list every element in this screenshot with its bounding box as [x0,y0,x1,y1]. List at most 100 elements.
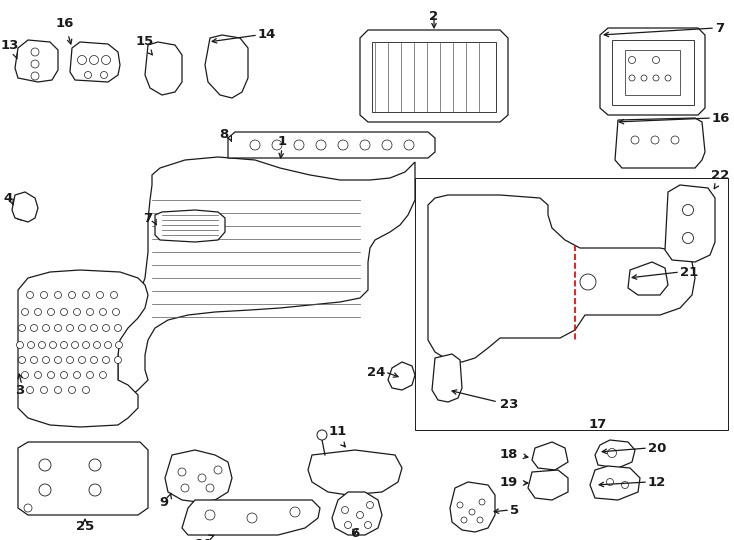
Polygon shape [428,195,695,362]
Circle shape [580,274,596,290]
Circle shape [671,136,679,144]
Circle shape [84,71,92,78]
Circle shape [382,140,392,150]
Circle shape [43,356,49,363]
Circle shape [18,356,26,363]
Text: 5: 5 [510,503,519,516]
Text: 15: 15 [136,35,154,48]
Circle shape [247,513,257,523]
Text: 9: 9 [159,496,168,509]
Circle shape [341,507,349,514]
Polygon shape [450,482,495,532]
Circle shape [31,48,39,56]
Polygon shape [118,157,415,415]
Circle shape [290,507,300,517]
Polygon shape [600,28,705,115]
Text: 20: 20 [648,442,666,455]
Circle shape [31,356,37,363]
Circle shape [54,356,62,363]
Circle shape [90,325,98,332]
Text: 13: 13 [1,39,19,52]
Polygon shape [145,42,182,95]
Circle shape [357,511,363,518]
Polygon shape [15,40,58,82]
Circle shape [360,140,370,150]
Text: 3: 3 [15,383,24,396]
Circle shape [82,387,90,394]
Circle shape [18,325,26,332]
Circle shape [115,356,122,363]
Circle shape [89,459,101,471]
Bar [415,178,728,430]
Circle shape [628,57,636,64]
Circle shape [100,308,106,315]
Circle shape [461,517,467,523]
Polygon shape [205,35,248,98]
Polygon shape [532,442,568,470]
Circle shape [54,387,62,394]
Circle shape [111,292,117,299]
Text: 24: 24 [366,366,385,379]
Text: 4: 4 [4,192,12,205]
Text: 21: 21 [680,266,698,279]
Polygon shape [18,270,148,427]
Circle shape [73,308,81,315]
Polygon shape [595,440,635,468]
Text: 7: 7 [143,212,152,225]
Circle shape [294,140,304,150]
Circle shape [40,292,48,299]
Circle shape [67,356,73,363]
Circle shape [60,308,68,315]
Circle shape [101,56,111,64]
Circle shape [68,387,76,394]
Circle shape [71,341,79,348]
Circle shape [316,140,326,150]
Text: 14: 14 [258,29,277,42]
Polygon shape [628,262,668,295]
Circle shape [39,484,51,496]
Circle shape [653,57,660,64]
Circle shape [477,517,483,523]
Circle shape [366,502,374,509]
Circle shape [272,140,282,150]
Circle shape [606,478,614,485]
Circle shape [24,504,32,512]
Circle shape [112,308,120,315]
Text: 12: 12 [648,476,666,489]
Circle shape [87,372,93,379]
Circle shape [344,522,352,529]
Circle shape [89,484,101,496]
Circle shape [21,372,29,379]
Circle shape [73,372,81,379]
Circle shape [40,387,48,394]
Polygon shape [332,492,382,535]
Circle shape [60,372,68,379]
Circle shape [641,75,647,81]
Polygon shape [665,185,715,262]
Circle shape [27,341,34,348]
Circle shape [82,341,90,348]
Circle shape [457,502,463,508]
Circle shape [205,510,215,520]
Polygon shape [228,132,435,158]
Circle shape [82,292,90,299]
Circle shape [653,75,659,81]
Circle shape [26,387,34,394]
Text: 16: 16 [712,111,730,125]
Circle shape [683,233,694,244]
Circle shape [651,136,659,144]
Circle shape [34,308,42,315]
Text: 25: 25 [76,520,94,533]
Text: 22: 22 [711,169,729,182]
Circle shape [21,308,29,315]
Circle shape [39,459,51,471]
Circle shape [54,325,62,332]
Circle shape [48,308,54,315]
Circle shape [115,325,122,332]
Circle shape [115,341,123,348]
Circle shape [78,56,87,64]
Text: 19: 19 [500,476,518,489]
Circle shape [100,372,106,379]
Circle shape [43,325,49,332]
Circle shape [34,372,42,379]
